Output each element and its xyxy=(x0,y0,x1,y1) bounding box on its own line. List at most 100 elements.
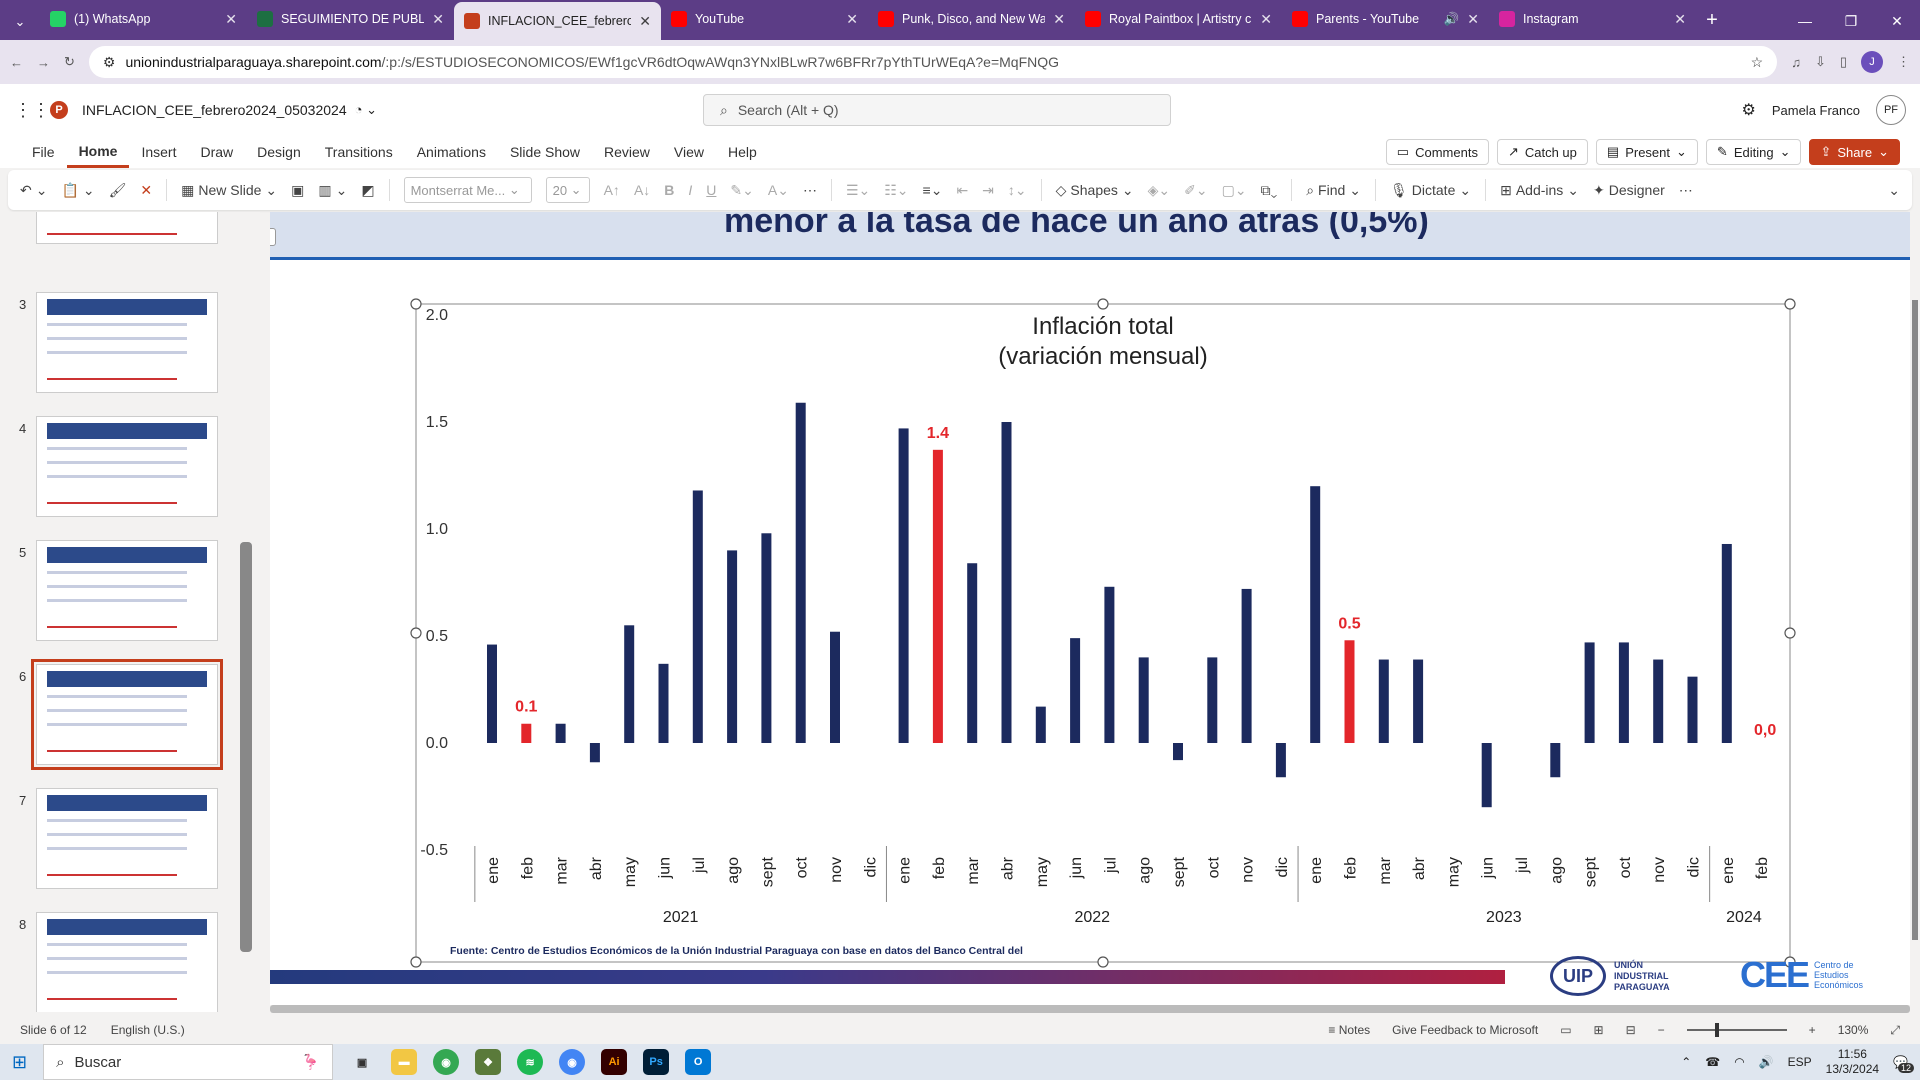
browser-tab[interactable]: YouTube ✕ xyxy=(661,2,868,36)
more-font-icon[interactable]: ⋯ xyxy=(802,181,817,198)
close-tab-icon[interactable]: ✕ xyxy=(1467,10,1479,27)
site-info-icon[interactable]: ⚙ xyxy=(102,53,116,70)
ribbon-tab-slide-show[interactable]: Slide Show xyxy=(509,144,581,160)
settings-icon[interactable]: ⚙ xyxy=(1741,102,1756,119)
slide-thumbnail[interactable] xyxy=(36,212,218,244)
numbering-icon[interactable]: ☷⌄ xyxy=(884,181,909,198)
back-icon[interactable]: ← xyxy=(10,54,23,70)
close-window-icon[interactable]: ✕ xyxy=(1891,13,1903,29)
zoom-out-icon[interactable]: − xyxy=(1657,1023,1665,1037)
italic-icon[interactable]: I xyxy=(688,182,693,198)
ribbon-tab-animations[interactable]: Animations xyxy=(416,144,486,160)
shrink-font-icon[interactable]: A↓ xyxy=(633,182,651,198)
comments-button[interactable]: ▭ Comments xyxy=(1385,139,1489,165)
network-icon[interactable]: ☎ xyxy=(1705,1055,1721,1069)
file-explorer-icon[interactable]: ▬ xyxy=(391,1049,418,1075)
new-tab-button[interactable]: + xyxy=(1706,9,1718,31)
close-tab-icon[interactable]: ✕ xyxy=(225,10,237,27)
clock[interactable]: 11:56 13/3/2024 xyxy=(1826,1047,1879,1077)
restore-icon[interactable]: ❐ xyxy=(1844,13,1858,29)
background-icon[interactable]: ◩ xyxy=(361,181,375,198)
bold-icon[interactable]: B xyxy=(664,182,675,198)
ribbon-tab-insert[interactable]: Insert xyxy=(141,144,177,160)
shapes-button[interactable]: ◇ Shapes ⌄ xyxy=(1055,181,1134,199)
shape-fill-icon[interactable]: ◈⌄ xyxy=(1147,181,1171,198)
slide-sorter-icon[interactable]: ⊞ xyxy=(1593,1023,1604,1037)
wifi-icon[interactable]: ◠ xyxy=(1734,1055,1745,1069)
downloads-icon[interactable]: ⇩ xyxy=(1814,54,1826,69)
outlook-icon[interactable]: O xyxy=(685,1049,712,1075)
fit-slide-icon[interactable]: ⤢ xyxy=(1890,1022,1900,1037)
grow-font-icon[interactable]: A↑ xyxy=(603,182,620,198)
browser-tab[interactable]: Royal Paintbox | Artistry c ✕ xyxy=(1075,2,1282,36)
browser-tab[interactable]: INFLACION_CEE_febrero2 ✕ xyxy=(454,2,661,40)
slide-thumbnail[interactable]: 5 xyxy=(19,540,218,641)
chrome-icon[interactable]: ◉ xyxy=(433,1049,460,1075)
slide-thumbnail[interactable]: 6 xyxy=(19,659,223,770)
resize-handle[interactable] xyxy=(1784,956,1796,968)
app-launcher-icon[interactable]: ⋮⋮⋮ xyxy=(14,99,68,120)
browser-tab[interactable]: Punk, Disco, and New Wa ✕ xyxy=(868,2,1075,36)
font-size-select[interactable]: 20 ⌄ xyxy=(545,177,590,203)
ribbon-tab-transitions[interactable]: Transitions xyxy=(324,144,393,160)
slide-thumbnail[interactable]: 7 xyxy=(19,788,218,889)
share-button[interactable]: ⇪ Share ⌄ xyxy=(1809,139,1900,165)
close-tab-icon[interactable]: ✕ xyxy=(639,12,651,29)
slide-thumbnail[interactable]: 3 xyxy=(19,292,218,393)
designer-button[interactable]: ✦ Designer xyxy=(1593,182,1665,199)
tray-chevron-icon[interactable]: ⌃ xyxy=(1681,1055,1692,1069)
resize-handle[interactable] xyxy=(1097,298,1109,310)
bookmark-star-icon[interactable]: ☆ xyxy=(1750,53,1764,70)
task-view-icon[interactable]: ▣ xyxy=(356,1056,368,1069)
browser-menu-icon[interactable]: ⋮ xyxy=(1897,54,1910,69)
catch-up-button[interactable]: ↗ Catch up xyxy=(1496,139,1588,165)
find-button[interactable]: ⌕ Find ⌄ xyxy=(1306,181,1361,199)
browser-tab[interactable]: Instagram ✕ xyxy=(1489,2,1696,36)
chart[interactable]: 2.0 1.5 1.0 0.5 0.0 -0.5 Inflación total (varia… xyxy=(270,212,1910,1005)
paste-button[interactable]: 📋 ⌄ xyxy=(61,181,95,198)
resize-handle[interactable] xyxy=(1784,298,1796,310)
zoom-thumb[interactable] xyxy=(1714,1023,1719,1037)
game-app-icon[interactable]: ❖ xyxy=(475,1049,502,1075)
tab-search-chevron-icon[interactable]: ⌄ xyxy=(14,14,26,29)
chrome-profile-icon[interactable]: ◉ xyxy=(559,1049,586,1075)
ribbon-tab-view[interactable]: View xyxy=(673,144,705,160)
search-box[interactable]: ⌕ Search (Alt + Q) xyxy=(703,94,1171,126)
undo-button[interactable]: ↶ ⌄ xyxy=(20,181,48,198)
audio-playing-icon[interactable]: 🔊 xyxy=(1443,11,1460,26)
decrease-indent-icon[interactable]: ⇤ xyxy=(956,181,969,198)
underline-icon[interactable]: U xyxy=(706,182,717,198)
editing-mode-button[interactable]: ✎ Editing ⌄ xyxy=(1705,139,1802,165)
collapse-ribbon-icon[interactable]: ⌄ xyxy=(1888,181,1900,198)
resize-handle[interactable] xyxy=(410,298,422,310)
reload-icon[interactable]: ↻ xyxy=(64,54,75,69)
more-options-icon[interactable]: ⋯ xyxy=(1678,181,1693,198)
close-tab-icon[interactable]: ✕ xyxy=(1053,10,1065,27)
collapse-pane-icon[interactable]: ⇤ xyxy=(270,228,276,246)
zoom-slider[interactable] xyxy=(1686,1023,1787,1037)
resize-handle[interactable] xyxy=(1784,627,1796,639)
windows-start-icon[interactable]: ⊞ xyxy=(12,1051,28,1072)
ribbon-tab-design[interactable]: Design xyxy=(257,144,301,160)
font-name-select[interactable]: Montserrat Me... ⌄ xyxy=(403,177,532,203)
feedback-link[interactable]: Give Feedback to Microsoft xyxy=(1392,1023,1539,1037)
zoom-level[interactable]: 130% xyxy=(1837,1023,1869,1037)
dictate-button[interactable]: 🎙 Dictate ⌄ xyxy=(1390,181,1472,199)
ribbon-tab-help[interactable]: Help xyxy=(728,144,757,160)
align-icon[interactable]: ≡⌄ xyxy=(922,181,943,198)
zoom-in-icon[interactable]: + xyxy=(1808,1023,1816,1037)
add-ins-button[interactable]: ⊞ Add-ins ⌄ xyxy=(1500,181,1580,199)
volume-icon[interactable]: 🔊 xyxy=(1758,1055,1774,1069)
reading-view-icon[interactable]: ⊟ xyxy=(1625,1023,1636,1037)
reuse-slides-icon[interactable]: ▣ xyxy=(291,181,305,198)
ribbon-tab-draw[interactable]: Draw xyxy=(200,144,234,160)
sidebar-icon[interactable]: ▯ xyxy=(1839,54,1847,69)
shape-outline-icon[interactable]: ✐⌄ xyxy=(1184,181,1208,198)
line-spacing-icon[interactable]: ↕⌄ xyxy=(1007,181,1027,198)
browser-tab[interactable]: Parents - YouTube 🔊 ✕ xyxy=(1282,2,1489,36)
bullets-icon[interactable]: ☰⌄ xyxy=(845,181,871,198)
slide-thumbnail[interactable]: 4 xyxy=(19,416,218,517)
highlight-icon[interactable]: ✎⌄ xyxy=(730,181,754,198)
shape-effects-icon[interactable]: ▢⌄ xyxy=(1221,181,1247,198)
present-button[interactable]: ▤ Present ⌄ xyxy=(1595,139,1698,165)
